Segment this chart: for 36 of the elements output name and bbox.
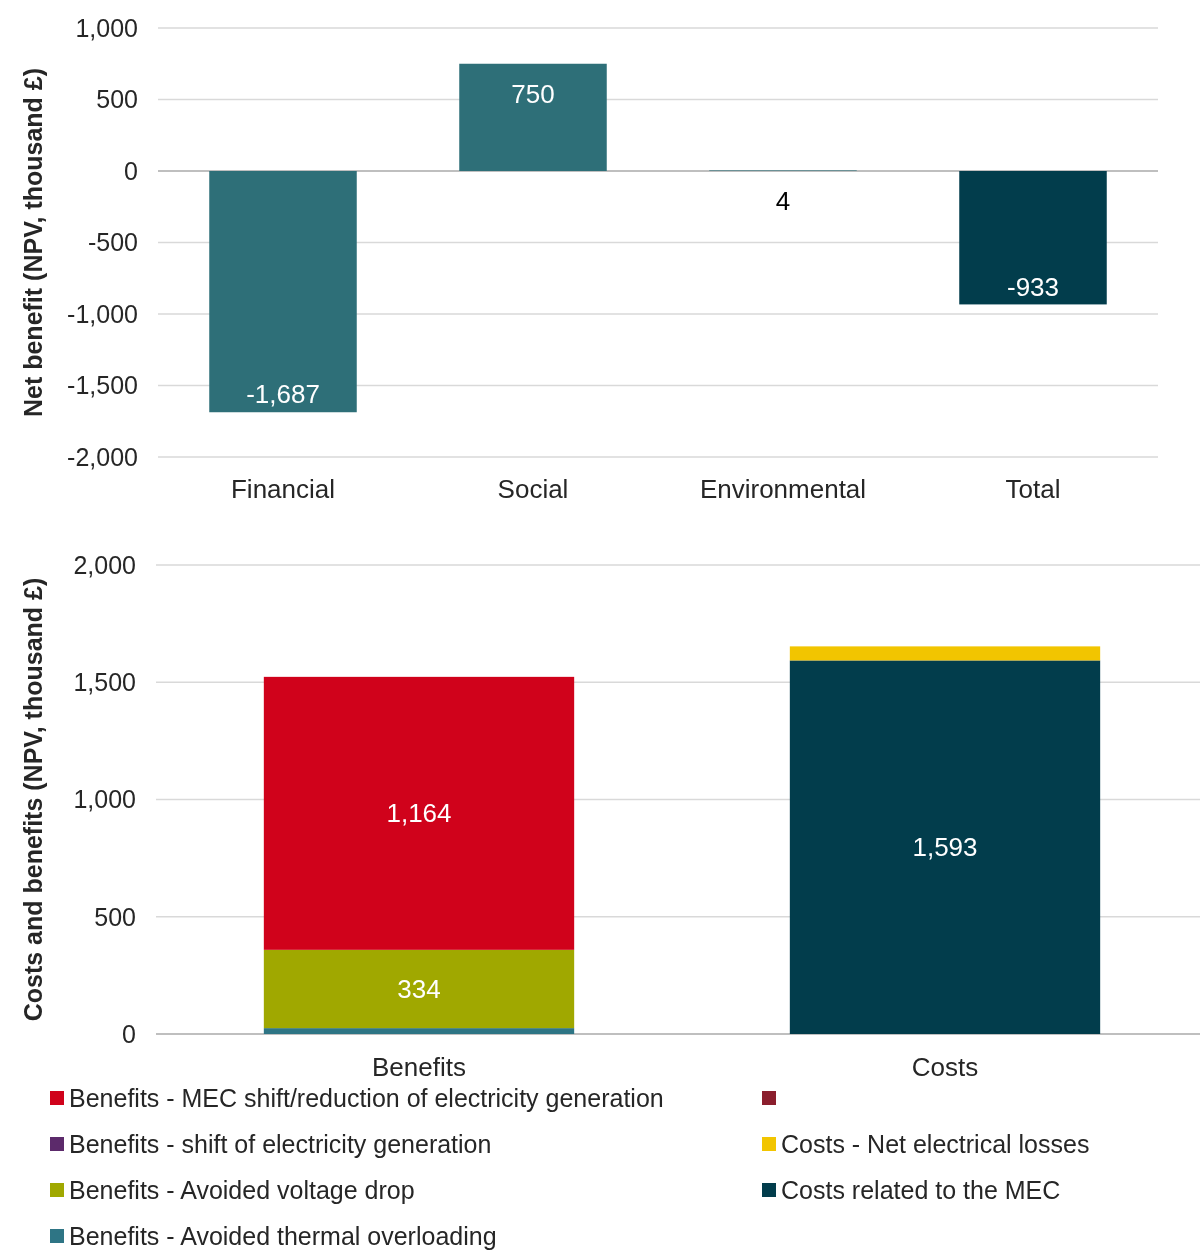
y-tick-label: 0: [124, 156, 138, 185]
x-tick-label: Social: [497, 474, 569, 504]
data-label: -1,687: [246, 379, 320, 410]
y-tick-label: 1,000: [73, 785, 136, 814]
data-label: 334: [397, 974, 441, 1005]
legend-label: Benefits - shift of electricity generation: [69, 1129, 492, 1158]
data-label: 1,593: [912, 832, 978, 863]
y-tick-label: 2,000: [73, 550, 136, 579]
y-tick-label: 500: [96, 85, 138, 114]
y-tick-label: 0: [122, 1019, 136, 1048]
y-axis-title: Costs and benefits (NPV, thousand £): [19, 577, 47, 1022]
legend-label: Costs - Net electrical losses: [781, 1129, 1090, 1158]
y-tick-label: -2,000: [67, 442, 138, 471]
bar: [209, 171, 357, 413]
data-label: 4: [775, 186, 791, 217]
data-label: -933: [1006, 271, 1060, 302]
y-tick-label: 500: [94, 902, 136, 931]
y-axis-title: Net benefit (NPV, thousand £): [19, 67, 47, 418]
data-label: 1,164: [386, 798, 452, 829]
x-tick-label: Environmental: [699, 474, 867, 504]
legend-label: Benefits - Avoided thermal overloading: [69, 1221, 497, 1250]
x-tick-label: Financial: [230, 474, 336, 504]
bar: [959, 171, 1107, 305]
y-tick-label: 1,000: [75, 13, 138, 42]
legend-label: Costs related to the MEC: [781, 1175, 1061, 1204]
y-tick-label: -500: [87, 228, 138, 257]
legend-label: Benefits - MEC shift/reduction of electricity generation: [69, 1083, 664, 1112]
data-label: 750: [511, 78, 555, 109]
x-tick-label: Benefits: [372, 1052, 466, 1082]
y-tick-label: -1,000: [67, 299, 138, 328]
x-tick-label: Costs: [911, 1052, 979, 1082]
bar: [459, 63, 607, 171]
x-tick-label: Total: [1005, 474, 1061, 504]
y-tick-label: 1,500: [73, 668, 136, 696]
legend-label: Benefits - Avoided voltage drop: [69, 1175, 415, 1204]
y-tick-label: -1,500: [67, 371, 138, 400]
